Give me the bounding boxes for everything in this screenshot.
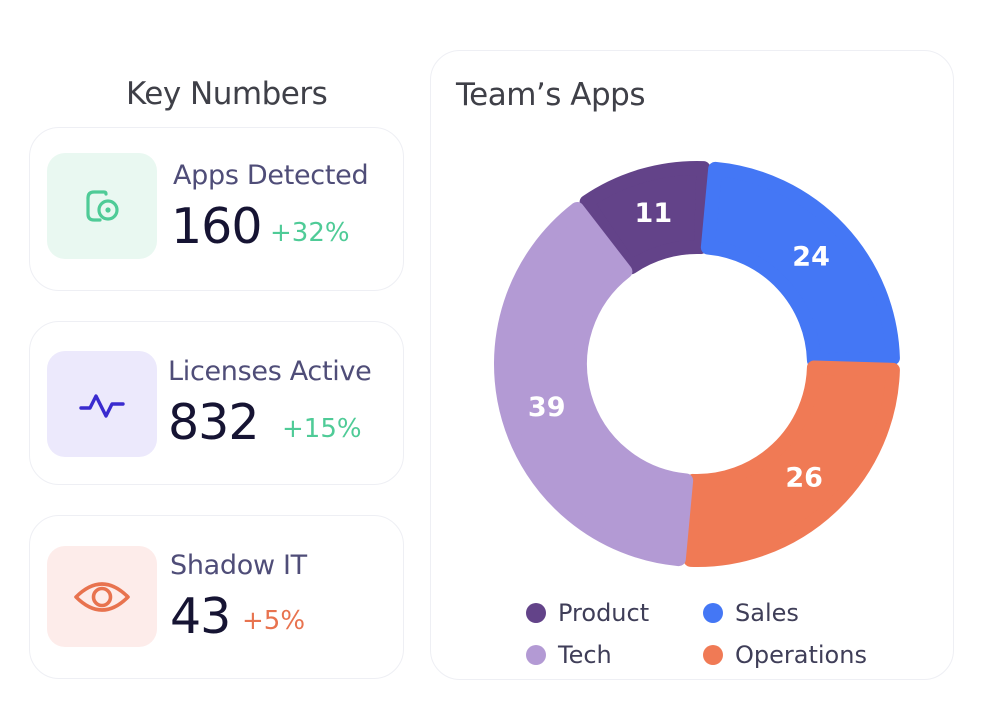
legend-dot — [703, 603, 723, 623]
kpi-change: +32% — [270, 218, 350, 248]
donut-chart: 11 24 26 39 — [494, 161, 900, 567]
donut-slice-sales[interactable] — [700, 161, 900, 368]
donut-label-product: 11 — [635, 198, 673, 229]
kpi-icon-tile — [47, 546, 157, 647]
kpi-change: +5% — [242, 606, 306, 636]
kpi-value: 832 — [168, 394, 260, 451]
legend-item-operations: Operations — [703, 641, 867, 669]
donut-slice-tech[interactable] — [494, 201, 694, 567]
legend-label: Operations — [735, 641, 867, 669]
kpi-value: 160 — [171, 198, 263, 255]
key-numbers-title: Key Numbers — [126, 76, 328, 112]
donut-label-sales: 24 — [792, 241, 830, 272]
donut-label-operations: 26 — [785, 463, 823, 494]
kpi-icon-tile — [47, 351, 157, 457]
legend-label: Tech — [558, 641, 612, 669]
kpi-change: +15% — [282, 414, 362, 444]
kpi-label: Apps Detected — [173, 160, 369, 191]
kpi-card-shadow-it[interactable]: Shadow IT 43 +5% — [29, 515, 404, 679]
legend-item-product: Product — [526, 599, 649, 627]
legend-label: Product — [558, 599, 650, 627]
legend-label: Sales — [735, 599, 799, 627]
legend-item-tech: Tech — [526, 641, 612, 669]
kpi-value: 43 — [170, 588, 231, 645]
kpi-card-apps-detected[interactable]: Apps Detected 160 +32% — [29, 127, 404, 291]
donut-label-tech: 39 — [528, 392, 566, 423]
chart-title: Team’s Apps — [456, 77, 646, 113]
pulse-icon — [79, 394, 125, 418]
legend-item-sales: Sales — [703, 599, 799, 627]
legend-dot — [703, 645, 723, 665]
kpi-label: Licenses Active — [168, 356, 372, 387]
donut-slice-product[interactable] — [579, 161, 711, 275]
app-detect-icon — [86, 190, 119, 222]
eye-icon — [74, 581, 130, 612]
kpi-icon-tile — [47, 153, 157, 259]
legend-dot — [526, 645, 546, 665]
team-apps-card: Team’s Apps 11 24 26 39 Product Sales Tech … — [430, 50, 954, 680]
legend-dot — [526, 603, 546, 623]
donut-slice-operations[interactable] — [683, 360, 900, 567]
kpi-label: Shadow IT — [170, 550, 307, 581]
kpi-card-licenses-active[interactable]: Licenses Active 832 +15% — [29, 321, 404, 485]
